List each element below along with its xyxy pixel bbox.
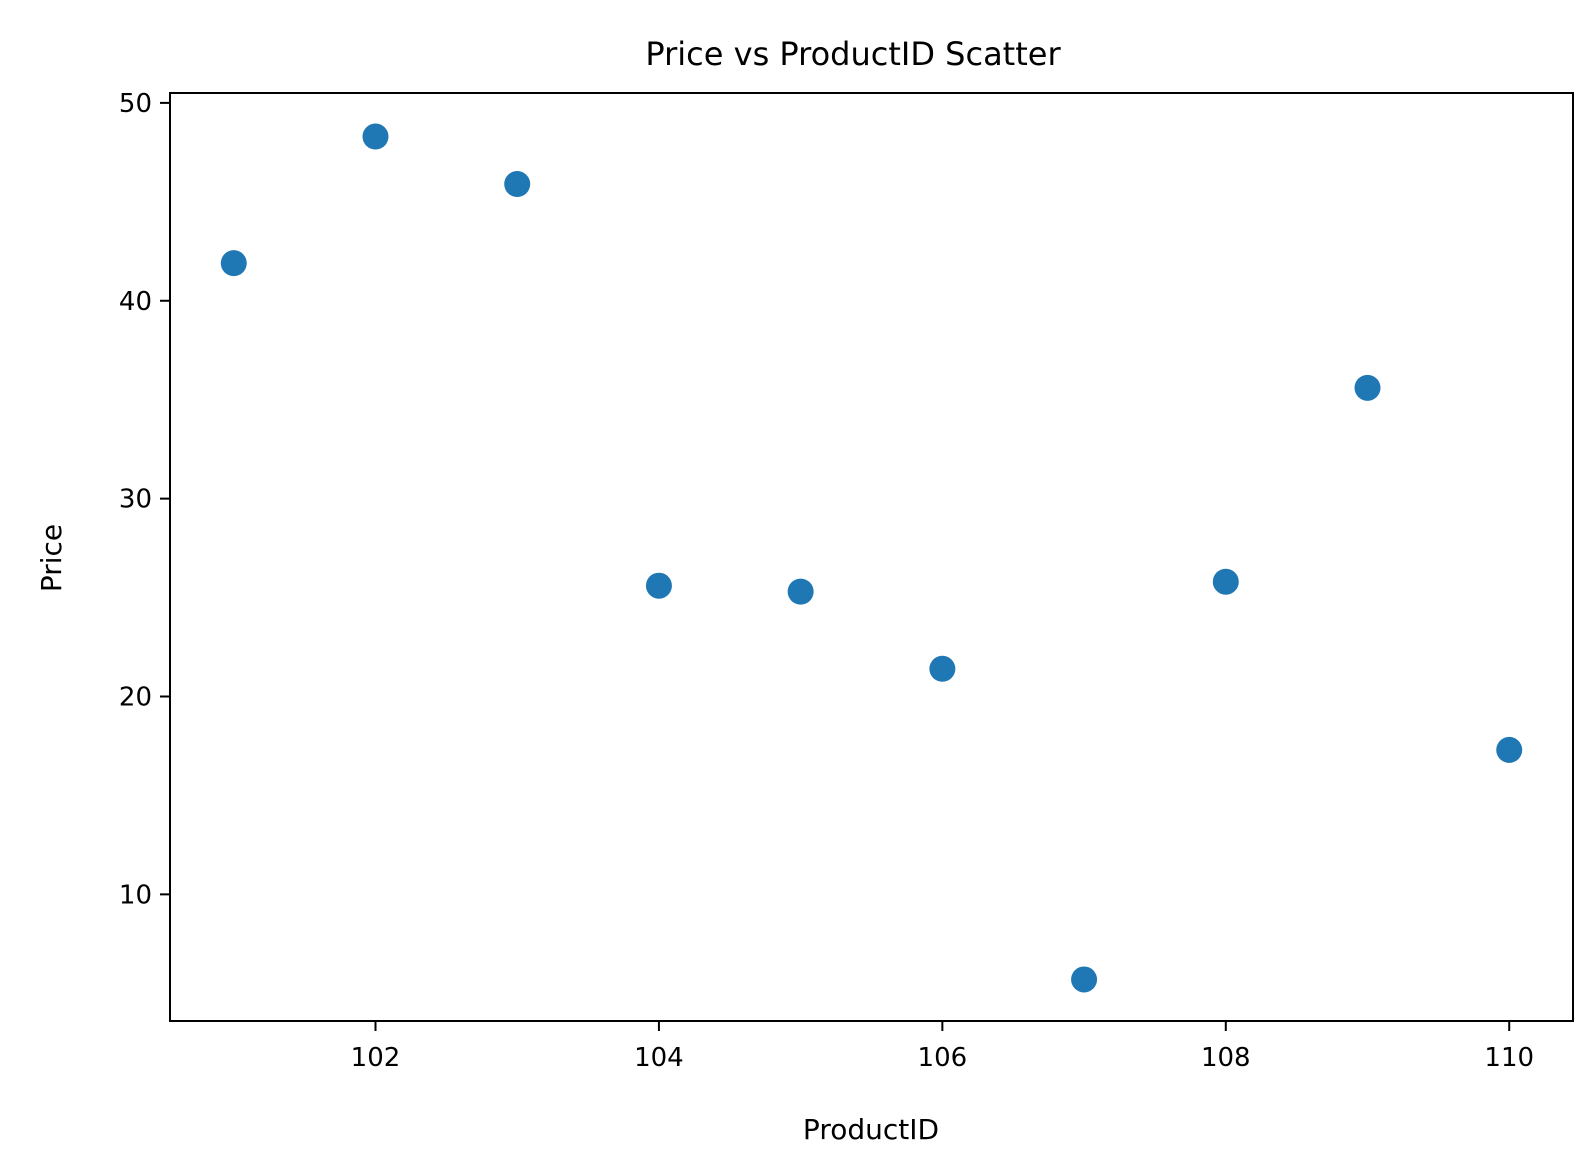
x-tick-label: 106	[918, 1043, 968, 1073]
scatter-point	[787, 578, 814, 605]
scatter-point	[220, 250, 247, 277]
x-tick-label: 104	[634, 1043, 684, 1073]
y-tick-label: 30	[119, 485, 152, 515]
scatter-point	[1354, 374, 1381, 401]
x-tick-label: 108	[1201, 1043, 1251, 1073]
plot-area-frame	[169, 92, 1574, 1022]
scatter-point	[1496, 736, 1523, 763]
x-tick-label: 102	[351, 1043, 401, 1073]
scatter-point	[1071, 966, 1098, 993]
x-axis: 102 104 106 108 110	[351, 1021, 1534, 1073]
y-tick-label: 10	[119, 880, 152, 910]
scatter-points	[220, 123, 1523, 993]
y-tick-label: 50	[119, 89, 152, 119]
scatter-point	[504, 171, 531, 198]
scatter-point	[1212, 568, 1239, 595]
x-axis-label: ProductID	[803, 1113, 939, 1146]
scatter-point	[362, 123, 389, 150]
scatter-point	[645, 572, 672, 599]
y-tick-label: 20	[119, 682, 152, 712]
y-tick-label: 40	[119, 287, 152, 317]
chart-title: Price vs ProductID Scatter	[645, 35, 1061, 73]
y-axis: 10 20 30 40 50	[119, 89, 170, 910]
scatter-point	[929, 655, 956, 682]
y-axis-label: Price	[35, 524, 68, 592]
x-tick-label: 110	[1484, 1043, 1534, 1073]
